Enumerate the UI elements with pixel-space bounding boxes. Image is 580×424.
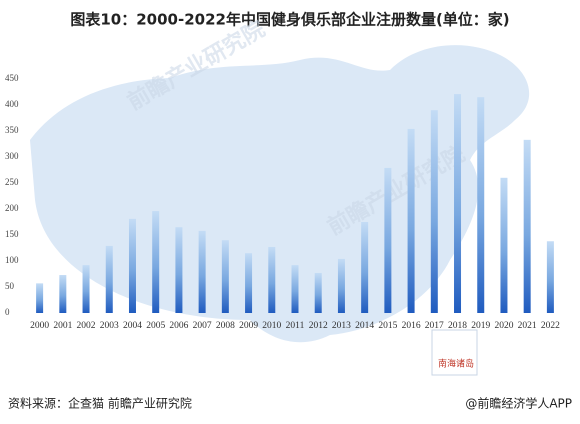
bar [105, 245, 113, 313]
y-tick-label: 300 [5, 151, 19, 161]
x-tick-label: 2022 [541, 321, 560, 331]
x-tick-label: 2013 [332, 321, 351, 331]
y-tick-label: 50 [5, 281, 15, 291]
bar [454, 94, 462, 313]
x-tick-label: 2014 [355, 321, 374, 331]
bar [291, 265, 299, 313]
bar [361, 222, 369, 313]
x-tick-label: 2006 [169, 321, 188, 331]
y-tick-label: 100 [5, 255, 19, 265]
bar [221, 240, 229, 313]
y-tick-label: 350 [5, 125, 19, 135]
bar [500, 177, 508, 313]
x-tick-label: 2011 [286, 321, 305, 331]
bar [82, 265, 90, 313]
x-tick-label: 2003 [100, 321, 119, 331]
x-tick-label: 2017 [425, 321, 444, 331]
y-tick-label: 400 [5, 99, 19, 109]
bar [314, 272, 322, 313]
bar [384, 167, 392, 313]
bar [245, 253, 253, 313]
x-tick-label: 2012 [309, 321, 328, 331]
bar [198, 230, 206, 313]
x-tick-label: 2021 [518, 321, 537, 331]
plot-area: 0 50 100 150 200 250 300 350 400 450 2000 2001 2002 2… [5, 73, 560, 331]
x-tick-label: 2016 [402, 321, 421, 331]
chart-title: 图表10：2000-2022年中国健身俱乐部企业注册数量(单位：家) [70, 11, 509, 29]
y-tick-label: 200 [5, 203, 19, 213]
credit: @前瞻经济学人APP [465, 396, 572, 411]
x-tick-label: 2004 [123, 321, 142, 331]
map-inset [431, 329, 478, 376]
bar [477, 97, 485, 313]
map-label: 南海诸岛 [438, 358, 474, 370]
x-tick-label: 2019 [471, 321, 490, 331]
x-tick-label: 2010 [262, 321, 281, 331]
y-tick-label: 150 [5, 229, 19, 239]
source-note: 资料来源：企查猫 前瞻产业研究院 [8, 396, 192, 411]
x-tick-label: 2015 [378, 321, 397, 331]
x-tick-label: 2000 [30, 321, 49, 331]
bar [523, 139, 531, 313]
x-tick-label: 2009 [239, 321, 258, 331]
bar [407, 128, 415, 313]
bar [175, 227, 183, 313]
bar [128, 218, 136, 313]
x-tick-label: 2020 [494, 321, 513, 331]
x-tick-label: 2002 [77, 321, 96, 331]
bar [59, 275, 67, 313]
bar [546, 241, 554, 313]
x-tick-label: 2007 [193, 321, 212, 331]
bar [36, 283, 44, 313]
y-tick-label: 450 [5, 73, 19, 83]
x-tick-label: 2018 [448, 321, 467, 331]
y-tick-label: 250 [5, 177, 19, 187]
x-tick-label: 2008 [216, 321, 235, 331]
bar [430, 110, 438, 313]
x-tick-label: 2001 [53, 321, 72, 331]
y-tick-label: 0 [5, 307, 10, 317]
x-tick-label: 2005 [146, 321, 165, 331]
bar [152, 211, 160, 313]
bar [268, 246, 276, 313]
bar [337, 258, 345, 313]
